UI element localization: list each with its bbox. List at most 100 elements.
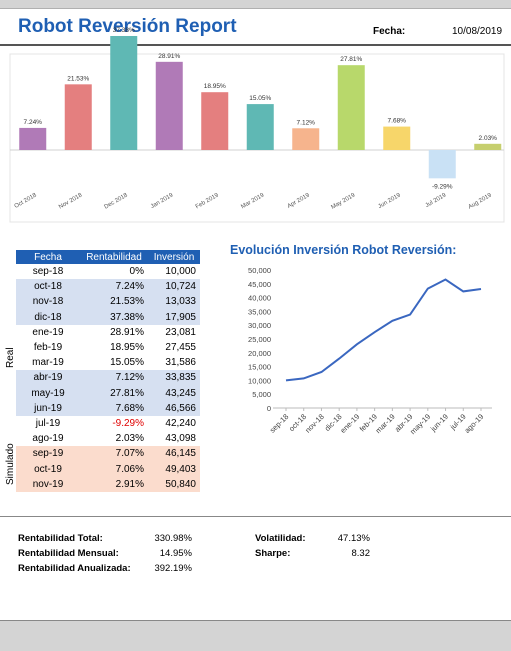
header-inversion: Inversión (148, 250, 200, 264)
inversion-cell: 23,081 (148, 324, 200, 340)
table-row: may-19 27.81% 43,245 (16, 385, 200, 401)
bar (292, 128, 320, 150)
top-bar (0, 0, 511, 9)
annual-return-value: 392.19% (154, 563, 192, 574)
inversion-cell: 43,098 (148, 431, 200, 447)
investment-series-line (285, 278, 482, 382)
y-tick-label: 25,000 (248, 335, 271, 344)
annual-return-label: Rentabilidad Anualizada: (18, 563, 131, 574)
rentabilidad-cell: 0% (80, 264, 148, 280)
inversion-cell: 31,586 (148, 355, 200, 371)
fecha-cell: nov-18 (16, 294, 80, 310)
y-tick-label: 5,000 (252, 390, 271, 399)
rentabilidad-cell: 2.91% (80, 476, 148, 492)
bar (383, 126, 411, 150)
bar (428, 150, 456, 179)
bar-value-label: 18.95% (204, 83, 226, 90)
rentabilidad-cell: 7.68% (80, 400, 148, 416)
inversion-cell: 46,566 (148, 400, 200, 416)
header-rentabilidad: Rentabilidad (80, 250, 148, 264)
table-row: ago-19 2.03% 43,098 (16, 431, 200, 447)
fecha-cell: abr-19 (16, 370, 80, 386)
table-row: oct-19 7.06% 49,403 (16, 461, 200, 477)
rentabilidad-cell: 28.91% (80, 324, 148, 340)
bar (201, 92, 229, 150)
rentabilidad-cell: 21.53% (80, 294, 148, 310)
bar (19, 127, 47, 150)
investment-table: Fecha Rentabilidad Inversión sep-18 0% 10,… (16, 250, 200, 492)
inversion-cell: 49,403 (148, 461, 200, 477)
header-fecha: Fecha (16, 250, 80, 264)
line-chart-title: Evolución Inversión Robot Reversión: (230, 243, 457, 257)
table-row: jun-19 7.68% 46,566 (16, 400, 200, 416)
table-row: sep-19 7.07% 46,145 (16, 446, 200, 462)
table-row: mar-19 15.05% 31,586 (16, 355, 200, 371)
title-divider (0, 44, 511, 46)
y-tick-label: 10,000 (248, 376, 271, 385)
bar (110, 35, 138, 151)
fecha-cell: dic-18 (16, 309, 80, 325)
monthly-return-label: Rentabilidad Mensual: (18, 548, 119, 559)
y-tick-label: 30,000 (248, 321, 271, 330)
rentabilidad-cell: 15.05% (80, 355, 148, 371)
table-row: jul-19 -9.29% 42,240 (16, 415, 200, 432)
monthly-return-value: 14.95% (159, 548, 192, 559)
bottom-bar (0, 620, 511, 651)
inversion-cell: 42,240 (148, 415, 200, 432)
table-row: ene-19 28.91% 23,081 (16, 324, 200, 340)
table-row: sep-18 0% 10,000 (16, 264, 200, 280)
fecha-value: 10/08/2019 (452, 26, 503, 37)
bar-value-label: 7.12% (297, 119, 316, 126)
bar-chart-frame (9, 53, 505, 223)
bar-value-label: 27.81% (340, 56, 362, 63)
fecha-cell: may-19 (16, 385, 80, 401)
bar-value-label: 37.38% (113, 27, 135, 34)
y-tick-label: 45,000 (248, 280, 271, 289)
bar (337, 65, 365, 150)
bar-value-label: 7.68% (388, 118, 407, 125)
bar (64, 84, 92, 150)
table-header-row: Fecha Rentabilidad Inversión (16, 250, 200, 264)
table-row: feb-19 18.95% 27,455 (16, 339, 200, 356)
x-tick-label: ago-19 (463, 412, 486, 435)
y-tick-label: 0 (267, 404, 271, 413)
bar (155, 61, 183, 150)
inversion-cell: 13,033 (148, 294, 200, 310)
total-return-label: Rentabilidad Total: (18, 533, 103, 544)
x-tick-label: ene-19 (338, 412, 361, 435)
bar (474, 143, 502, 150)
bar-value-label: -9.29% (432, 183, 453, 190)
table-row: nov-19 2.91% 50,840 (16, 476, 200, 492)
fecha-cell: jun-19 (16, 400, 80, 416)
fecha-cell: nov-19 (16, 476, 80, 492)
inversion-cell: 33,835 (148, 370, 200, 386)
inversion-cell: 10,000 (148, 264, 200, 280)
rentabilidad-cell: 18.95% (80, 339, 148, 356)
fecha-cell: ene-19 (16, 324, 80, 340)
y-tick-label: 40,000 (248, 294, 271, 303)
rentabilidad-cell: 7.12% (80, 370, 148, 386)
fecha-cell: sep-18 (16, 264, 80, 280)
table-row: abr-19 7.12% 33,835 (16, 370, 200, 386)
inversion-cell: 10,724 (148, 279, 200, 295)
rentabilidad-cell: 7.07% (80, 446, 148, 462)
y-tick-label: 50,000 (248, 266, 271, 275)
volatility-value: 47.13% (337, 533, 370, 544)
x-tick-label: sep-18 (268, 412, 291, 435)
bar (246, 104, 274, 150)
bar-value-label: 7.24% (24, 119, 43, 126)
volatility-label: Volatilidad: (255, 533, 306, 544)
rentabilidad-cell: 37.38% (80, 309, 148, 325)
fecha-cell: feb-19 (16, 339, 80, 356)
x-tick-label: jun-19 (428, 412, 450, 434)
rentabilidad-cell: 27.81% (80, 385, 148, 401)
fecha-cell: sep-19 (16, 446, 80, 462)
rentabilidad-cell: -9.29% (80, 415, 148, 432)
table-row: oct-18 7.24% 10,724 (16, 279, 200, 295)
inversion-cell: 17,905 (148, 309, 200, 325)
fecha-label: Fecha: (373, 26, 406, 37)
investment-line-chart: 0 5,000 10,000 15,000 20,000 25,000 30,000 35,0… (248, 266, 492, 436)
sharpe-label: Sharpe: (255, 548, 291, 559)
fecha-cell: ago-19 (16, 431, 80, 447)
